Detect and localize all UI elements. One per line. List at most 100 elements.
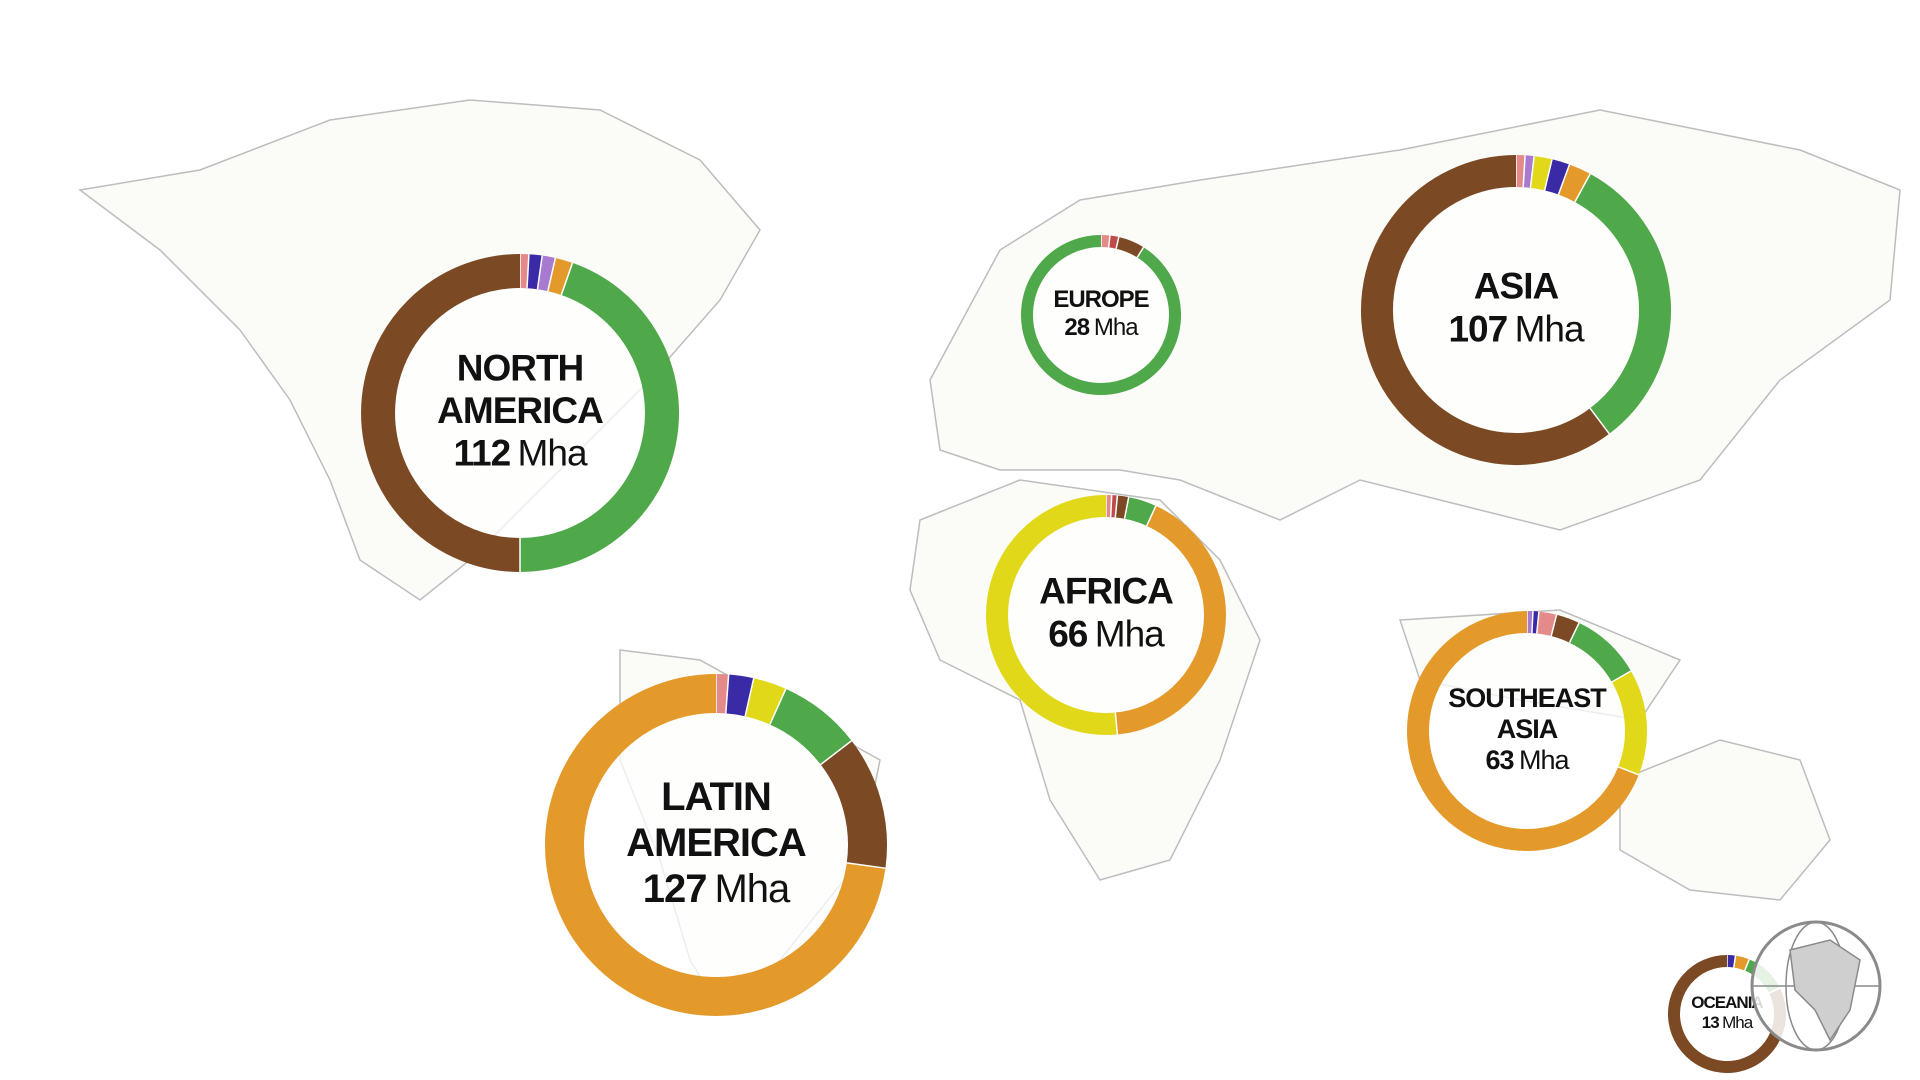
segment-divider — [1550, 614, 1558, 637]
region-name: AMERICA — [626, 821, 806, 865]
region-donut: EUROPE 28 Mha — [1021, 234, 1181, 395]
region-name: ASIA — [1474, 266, 1559, 307]
region-value: 66 — [1048, 613, 1088, 654]
region-label: AFRICA 66 Mha — [1039, 571, 1173, 655]
segment-divider — [1109, 495, 1113, 518]
globe-icon — [1750, 920, 1882, 1052]
region-name: AMERICA — [437, 390, 603, 431]
segment-divider — [1733, 955, 1737, 968]
segment-divider — [846, 862, 886, 869]
segment-divider — [744, 678, 755, 717]
region-label: LATIN AMERICA 127 Mha — [626, 775, 806, 911]
region-donut: LATIN AMERICA 127 Mha — [545, 674, 887, 1016]
donut-segment — [1574, 173, 1671, 434]
segment-divider — [1136, 246, 1145, 258]
region-name: ASIA — [1497, 714, 1558, 744]
donut-segment — [1530, 156, 1553, 191]
region-unit: Mha — [1095, 613, 1165, 654]
donut-center — [1033, 247, 1169, 383]
donut-segment — [1536, 611, 1557, 637]
donut-segment — [1407, 611, 1639, 851]
donut-segment — [769, 688, 852, 765]
donut-segment — [1124, 497, 1156, 526]
donut-segment — [1544, 159, 1570, 195]
region-label: SOUTHEAST ASIA 63 Mha — [1448, 683, 1607, 775]
region-name: SOUTHEAST — [1448, 683, 1607, 713]
region-value: 127 — [643, 867, 707, 911]
segment-divider — [1115, 236, 1120, 249]
region-unit: Mha — [1094, 314, 1139, 341]
region-name: AFRICA — [1039, 571, 1173, 612]
donut-segment — [1021, 235, 1181, 395]
region-donut: AFRICA 66 Mha — [986, 494, 1226, 735]
segment-divider — [1114, 712, 1119, 735]
segment-divider — [547, 257, 557, 292]
region-label: ASIA 107 Mha — [1448, 266, 1585, 350]
donut-segment — [526, 254, 543, 290]
segment-divider — [536, 255, 543, 290]
segment-divider — [560, 262, 574, 296]
region-name: OCEANIA — [1691, 994, 1763, 1013]
donut-segment — [545, 674, 886, 1016]
region-value: 112 — [453, 432, 510, 473]
segment-divider — [1574, 173, 1591, 203]
segment-divider — [1123, 497, 1130, 519]
donut-segment — [1611, 671, 1647, 775]
donut-segment — [1550, 614, 1580, 643]
segment-divider — [1744, 959, 1750, 971]
segment-divider — [1146, 505, 1157, 527]
segment-divider — [1611, 670, 1632, 683]
segment-divider — [1568, 622, 1580, 644]
donut-segment — [1558, 164, 1591, 203]
donut-segment — [1361, 155, 1610, 465]
segment-divider — [1531, 611, 1534, 634]
segment-divider — [769, 688, 787, 725]
donut-segment — [986, 495, 1118, 735]
segment-divider — [1589, 407, 1610, 435]
region-donut: SOUTHEAST ASIA 63 Mha — [1407, 610, 1647, 851]
region-value: 63 — [1486, 745, 1515, 775]
donut-segment — [1115, 505, 1226, 735]
region-value: 28 — [1064, 314, 1089, 341]
donut-segment — [519, 262, 679, 572]
region-value: 13 — [1702, 1013, 1719, 1032]
region-name: LATIN — [661, 775, 771, 819]
segment-divider — [1529, 155, 1535, 188]
donut-segment — [1523, 155, 1535, 188]
region-donut: ASIA 107 Mha — [1361, 155, 1671, 465]
segment-divider — [725, 674, 730, 714]
segment-divider — [1536, 611, 1540, 634]
region-value: 107 — [1448, 308, 1507, 349]
donut-segment — [537, 255, 556, 292]
segment-divider — [820, 740, 853, 766]
region-label: EUROPE 28 Mha — [1053, 287, 1149, 342]
donut-segment — [1569, 622, 1631, 683]
donut-segment — [725, 674, 754, 717]
region-unit: Mha — [714, 867, 791, 911]
donut-center — [395, 288, 645, 538]
region-unit: Mha — [1519, 745, 1571, 775]
region-label: NORTH AMERICA 112 Mha — [437, 347, 603, 473]
segment-divider — [1522, 155, 1526, 188]
segment-divider — [1107, 235, 1111, 248]
region-unit: Mha — [1515, 308, 1585, 349]
region-donut: NORTH AMERICA 112 Mha — [361, 253, 679, 572]
segment-divider — [1557, 164, 1571, 195]
segment-divider — [526, 254, 530, 289]
donut-segment — [361, 254, 521, 572]
segment-divider — [1114, 495, 1119, 518]
donut-segment — [1115, 495, 1129, 519]
donut-center — [584, 713, 848, 977]
donut-segment — [547, 257, 573, 296]
region-unit: Mha — [518, 432, 588, 473]
donut-segment — [820, 740, 887, 869]
donut-center — [1008, 517, 1204, 713]
donut-segment — [1108, 235, 1119, 249]
region-label: OCEANIA 13 Mha — [1691, 994, 1763, 1033]
donut-segment — [1733, 955, 1750, 971]
donut-center — [1393, 187, 1639, 433]
donut-center — [1429, 633, 1625, 829]
